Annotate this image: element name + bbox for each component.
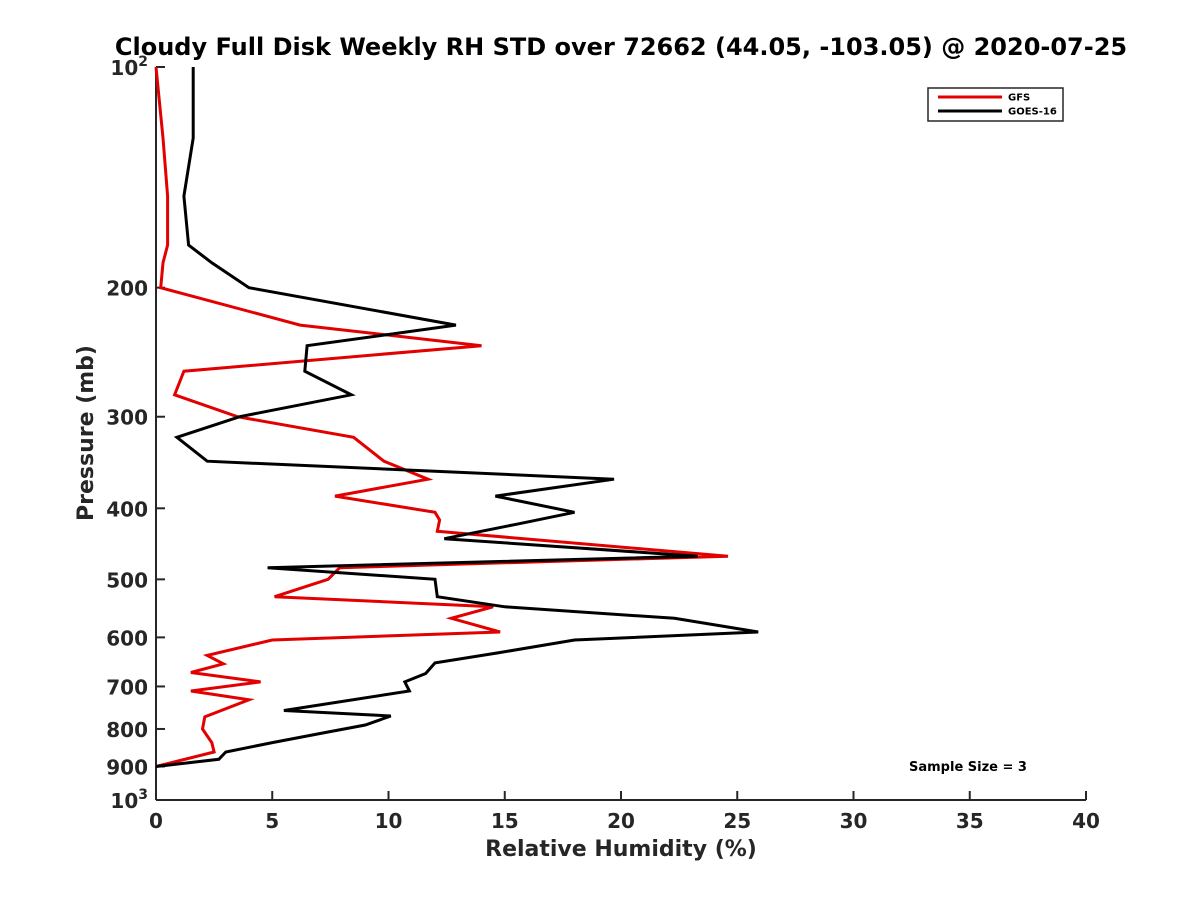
x-tick-label: 5: [265, 809, 279, 833]
x-tick-label: 0: [149, 809, 163, 833]
x-tick-label: 20: [607, 809, 635, 833]
sample-size-annotation: Sample Size = 3: [909, 760, 1027, 775]
x-tick-label: 30: [840, 809, 868, 833]
x-tick-label: 10: [375, 809, 403, 833]
x-tick-label: 35: [956, 809, 984, 833]
y-tick-label: 300: [106, 406, 148, 430]
y-tick-label: 500: [106, 568, 148, 592]
x-tick-label: 40: [1072, 809, 1100, 833]
y-tick-label: 800: [106, 718, 148, 742]
y-tick-label: 200: [106, 277, 148, 301]
chart-title: Cloudy Full Disk Weekly RH STD over 7266…: [115, 33, 1127, 61]
x-tick-label: 25: [723, 809, 751, 833]
y-tick-label: 400: [106, 497, 148, 521]
y-tick-label: 103: [110, 787, 148, 813]
y-tick-exponent: 3: [138, 787, 148, 803]
y-tick-label: 600: [106, 626, 148, 650]
series-goes-16: [155, 66, 759, 768]
y-axis-label: Pressure (mb): [74, 345, 99, 521]
y-tick-exponent: 2: [138, 54, 148, 70]
legend-box: [927, 87, 1064, 122]
y-tick-base: 10: [110, 56, 138, 80]
y-tick-base: 10: [110, 789, 138, 813]
legend-label: GOES-16: [1008, 107, 1057, 118]
y-tick-label: 700: [106, 675, 148, 699]
x-tick-label: 15: [491, 809, 519, 833]
series-layer: [154, 66, 759, 768]
legend-label: GFS: [1008, 93, 1030, 104]
x-axis-label: Relative Humidity (%): [485, 837, 757, 862]
y-tick-label: 900: [106, 755, 148, 779]
legend: GFS GOES-16: [927, 87, 1064, 122]
axes: 0 5 10 15 20 25 30 35 40102200300400500600700800…: [106, 54, 1100, 833]
y-tick-label: 102: [110, 54, 148, 80]
